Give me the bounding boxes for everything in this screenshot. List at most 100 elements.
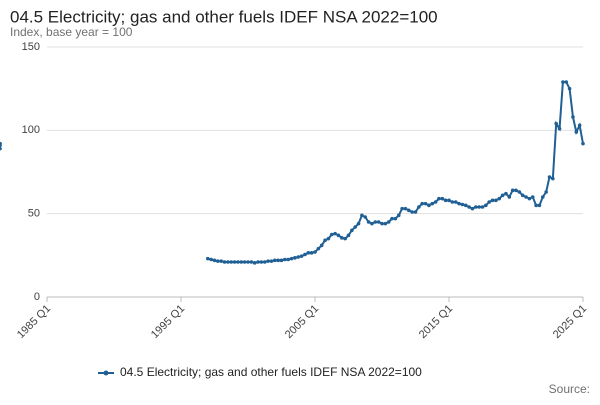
data-point: [430, 201, 435, 206]
data-point: [249, 260, 254, 264]
data-point: [266, 259, 270, 263]
data-point: [276, 258, 280, 263]
data-point: [209, 257, 213, 262]
data-point: [453, 200, 458, 204]
data-point: [336, 233, 341, 238]
data-point: [510, 188, 515, 193]
data-point: [0, 141, 2, 146]
data-point: [470, 206, 475, 211]
data-point: [343, 236, 347, 241]
data-point: [370, 221, 374, 226]
data-point: [256, 260, 260, 264]
data-point: [206, 256, 210, 261]
data-point: [296, 255, 301, 259]
x-tick-label: 2005 Q1: [283, 303, 321, 341]
data-point: [212, 258, 217, 263]
data-point: [323, 238, 327, 243]
data-point: [447, 198, 451, 203]
data-point: [309, 251, 314, 255]
data-point: [417, 205, 421, 209]
data-point: [216, 259, 220, 263]
data-point: [289, 256, 294, 261]
data-point: [380, 221, 384, 226]
data-point: [373, 220, 378, 224]
data-point: [534, 203, 538, 208]
data-point: [551, 176, 555, 181]
data-point: [400, 206, 404, 211]
data-point: [403, 206, 408, 211]
data-point: [319, 243, 324, 248]
data-point: [564, 80, 569, 84]
legend-marker: [103, 370, 109, 376]
data-point: [530, 195, 535, 199]
data-point: [581, 141, 585, 146]
x-tick-label: 2015 Q1: [417, 303, 455, 341]
data-point: [229, 260, 234, 264]
data-point: [477, 205, 481, 209]
data-point: [463, 203, 468, 208]
data-point: [527, 196, 532, 201]
data-point: [396, 213, 401, 218]
data-point: [524, 195, 528, 199]
data-point: [383, 221, 388, 226]
data-point: [474, 205, 478, 209]
data-point: [450, 200, 455, 204]
x-tick-label: 2025 Q1: [551, 303, 589, 341]
data-point: [571, 115, 575, 119]
data-point: [554, 121, 558, 126]
data-point: [333, 231, 337, 236]
data-point: [460, 202, 465, 207]
data-point: [410, 210, 414, 214]
data-line: [207, 81, 584, 264]
data-point: [537, 203, 542, 208]
data-point: [239, 260, 244, 264]
data-point: [329, 232, 334, 237]
data-point: [219, 259, 223, 263]
data-point: [313, 250, 317, 254]
data-point: [423, 201, 428, 206]
data-point: [376, 220, 381, 224]
data-point: [222, 260, 227, 264]
data-point: [226, 260, 230, 264]
data-point: [346, 233, 351, 238]
data-point: [232, 260, 237, 264]
data-point: [273, 258, 277, 263]
data-point: [490, 198, 495, 203]
data-point: [420, 201, 425, 206]
y-tick-label: 150: [22, 41, 40, 53]
data-point: [544, 190, 548, 194]
data-point: [366, 220, 371, 224]
data-point: [497, 196, 502, 201]
data-point: [561, 80, 565, 84]
legend-label: 04.5 Electricity; gas and other fuels ID…: [120, 365, 422, 379]
data-point: [467, 205, 471, 209]
data-point: [500, 193, 505, 198]
data-point: [269, 259, 274, 263]
data-point: [393, 216, 398, 221]
data-point: [316, 246, 321, 251]
x-tick-label: 1995 Q1: [149, 303, 187, 341]
data-point: [363, 215, 368, 219]
y-tick-label: 0: [34, 291, 40, 303]
data-point: [494, 198, 498, 203]
data-point: [283, 257, 287, 262]
data-point: [517, 190, 522, 194]
data-point: [427, 203, 431, 208]
data-point: [507, 195, 512, 199]
data-point: [246, 260, 250, 264]
data-point: [353, 225, 358, 229]
data-point: [262, 260, 267, 264]
data-point: [293, 256, 297, 260]
data-point: [557, 126, 562, 131]
data-point: [437, 196, 441, 201]
data-point: [236, 260, 240, 264]
data-point: [520, 193, 525, 198]
data-point: [567, 86, 572, 91]
y-axis-label: Index, base year = 100: [10, 25, 133, 39]
data-point: [407, 208, 411, 213]
data-point: [433, 200, 438, 204]
source: Source:: [549, 382, 590, 396]
data-point: [252, 261, 257, 265]
data-point: [390, 216, 394, 221]
